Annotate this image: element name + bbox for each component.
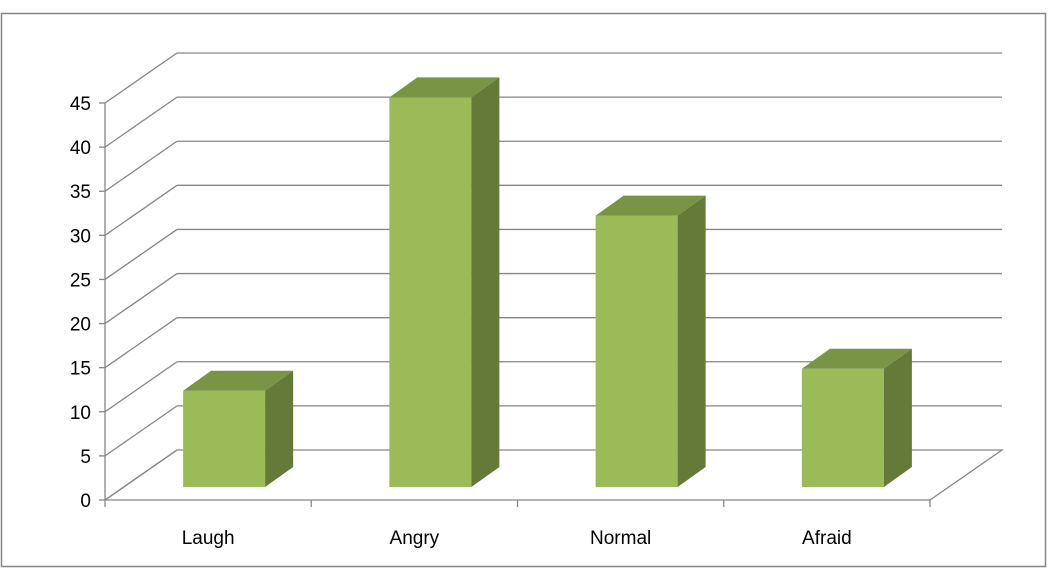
bar-front: [183, 391, 265, 487]
y-tick-label: 45: [70, 94, 91, 115]
y-tick-label: 30: [70, 226, 91, 247]
x-tick-label-normal: Normal: [590, 528, 651, 549]
chart-area-border: [2, 14, 1046, 567]
y-tick-label: 15: [70, 359, 91, 380]
bar-front: [802, 369, 884, 487]
bar-side: [678, 196, 706, 487]
y-tick-label: 35: [70, 182, 91, 203]
bar-side: [471, 77, 499, 487]
x-tick-label-angry: Angry: [390, 528, 440, 549]
y-tick-label: 20: [70, 315, 91, 336]
bar-front: [389, 97, 471, 487]
bar-angry: [389, 77, 499, 487]
y-tick-label: 40: [70, 138, 91, 159]
y-tick-label: 25: [70, 270, 91, 291]
bar-side: [884, 349, 912, 487]
bar-side: [265, 371, 293, 487]
y-tick-label: 10: [70, 403, 91, 424]
x-tick-label-laugh: Laugh: [182, 528, 235, 549]
bar-front: [596, 216, 678, 487]
x-tick-label-afraid: Afraid: [802, 528, 852, 549]
y-tick-label: 5: [80, 447, 91, 468]
bar-normal: [596, 196, 706, 487]
bar-afraid: [802, 349, 912, 487]
y-tick-label: 0: [80, 491, 91, 512]
bar-laugh: [183, 371, 293, 487]
